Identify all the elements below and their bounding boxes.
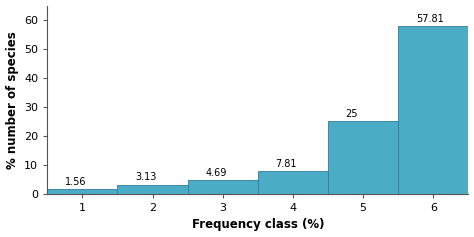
Text: 1.56: 1.56 [65, 177, 86, 187]
Bar [398, 26, 468, 194]
Bar [47, 189, 118, 194]
Text: 7.81: 7.81 [275, 159, 297, 169]
Bar [118, 185, 188, 194]
Y-axis label: % number of species: % number of species [6, 31, 18, 169]
Text: 4.69: 4.69 [205, 168, 227, 178]
Text: 25: 25 [346, 109, 358, 119]
X-axis label: Frequency class (%): Frequency class (%) [191, 219, 324, 232]
Bar [328, 121, 398, 194]
Text: 3.13: 3.13 [135, 173, 156, 182]
Bar [188, 180, 258, 194]
Bar [258, 171, 328, 194]
Text: 57.81: 57.81 [416, 14, 444, 24]
